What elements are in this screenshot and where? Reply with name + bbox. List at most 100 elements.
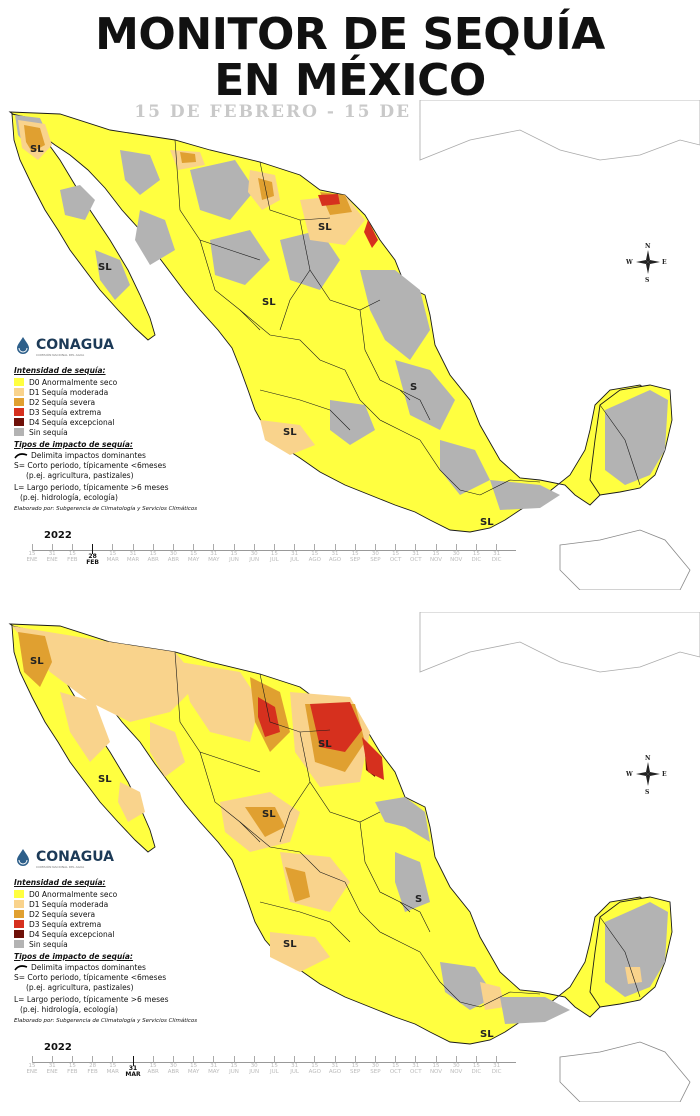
water-drop-icon (17, 849, 29, 866)
drought-patch-sin (60, 185, 95, 220)
timeline-month: MAY (208, 1069, 220, 1075)
timeline-day: 15 (68, 551, 76, 557)
compass-icon: N S E W (625, 243, 667, 284)
legend-item-d0: D0 Anormalmente seco (14, 889, 197, 899)
drought-patch-d1 (625, 967, 642, 984)
timeline-year: 2022 (44, 530, 72, 541)
timeline-tick: 15 ENE (22, 1056, 42, 1075)
timeline-day: 15 (109, 1063, 117, 1069)
timeline-tick-mark (354, 1056, 356, 1063)
drought-patches (12, 626, 668, 1024)
timeline-tick: 15 NOV (426, 544, 446, 563)
legend-swatch (14, 920, 24, 928)
timeline-day: 15 (432, 551, 440, 557)
mexico-land (8, 623, 661, 1045)
timeline-tick: 15 ENE (22, 544, 42, 563)
state-borders (174, 651, 641, 1008)
legend-label: D0 Anormalmente seco (29, 377, 118, 387)
timeline-tick: 31 JUL (285, 544, 305, 563)
timeline-day: 15 (432, 1063, 440, 1069)
long-term-example: (p.ej. hidrología, ecología) (20, 493, 118, 502)
credit-text: Elaborado por: Subgerencia de Climatolog… (14, 1018, 198, 1024)
legend-impact-line: Delimita impactos dominantes (14, 451, 197, 461)
timeline-tick: 15 ABR (143, 1056, 163, 1075)
drought-patches (15, 115, 668, 510)
timeline-tick: 15 MAR (103, 1056, 123, 1075)
svg-text:W: W (625, 771, 633, 778)
timeline-tick-mark (415, 544, 417, 551)
timeline-month: FEB (86, 559, 99, 566)
drought-patch-sin (210, 230, 270, 285)
timeline-day: 31 (291, 1063, 299, 1069)
timeline-month: MAR (106, 1069, 119, 1075)
timeline-tick: 31 ENE (42, 1056, 62, 1075)
timeline-month: AGO (328, 557, 342, 563)
timeline-day: 15 (392, 551, 400, 557)
timeline-tick: 30 JUN (244, 1056, 264, 1075)
timeline-month: AGO (308, 1069, 321, 1075)
impact-label: S (415, 894, 422, 905)
timeline-tick: 15 JUL (264, 1056, 284, 1075)
legend-items: D0 Anormalmente seco D1 Sequía moderada D2… (14, 377, 197, 437)
timeline-month: DIC (471, 557, 482, 563)
drought-patch-d1 (260, 420, 315, 455)
timeline-month: JUN (229, 1069, 239, 1075)
legend-item-d1: D1 Sequía moderada (14, 387, 197, 397)
timeline-tick-mark (334, 1056, 336, 1063)
timeline-tick-mark (395, 544, 397, 551)
timeline-tick-mark (92, 1056, 94, 1063)
long-term-label: L= Largo periodo, típicamente >6 meses (14, 483, 169, 492)
legend-swatch (14, 418, 24, 426)
credit-text: Elaborado por: Subgerencia de Climatolog… (14, 506, 198, 512)
svg-text:S: S (645, 277, 649, 284)
timeline-tick-mark (354, 544, 356, 551)
timeline: 2022 15 ENE 31 ENE 15 FEB 28 FEB 15 MAR 31 MAR 15 ABR… (26, 1042, 530, 1082)
legend-label: D4 Sequía excepcional (29, 929, 115, 939)
svg-text:S: S (645, 789, 649, 796)
compass-icon: N S E W (625, 755, 667, 796)
timeline-tick-mark (455, 1056, 457, 1063)
drought-patch-sin (440, 440, 490, 495)
timeline-tick: 15 MAY (184, 1056, 204, 1075)
legend-item-d3: D3 Sequía extrema (14, 919, 197, 929)
timeline-tick-mark (51, 1056, 53, 1063)
drought-patch-sin (135, 210, 175, 265)
timeline-month: ENE (26, 1069, 38, 1075)
timeline-tick: 31 MAY (204, 1056, 224, 1075)
timeline-day: 31 (331, 1063, 339, 1069)
drought-patch-d3 (362, 737, 384, 780)
svg-text:N: N (645, 243, 651, 250)
legend: Intensidad de sequía: D0 Anormalmente se… (14, 878, 197, 1024)
timeline-tick: 28 FEB (83, 1056, 103, 1075)
drought-patch-d1 (12, 626, 200, 722)
short-term-example: (p.ej. agricultura, pastizales) (26, 471, 134, 480)
impact-label: SL (30, 656, 44, 667)
timeline-tick: 31 OCT (406, 544, 426, 563)
legend-label: D0 Anormalmente seco (29, 889, 118, 899)
timeline-day: 30 (371, 551, 379, 557)
legend-item-d4: D4 Sequía excepcional (14, 929, 197, 939)
timeline-day: 28 (89, 1063, 97, 1069)
timeline-tick: 15 FEB (62, 544, 82, 563)
drought-patch-d2 (285, 867, 310, 902)
svg-text:E: E (662, 259, 667, 266)
drought-patch-sin (395, 852, 430, 912)
timeline-tick: 31 OCT (406, 1056, 426, 1075)
drought-patch-sin (190, 160, 255, 220)
timeline-month: OCT (410, 557, 422, 563)
timeline-month: ABR (167, 1069, 180, 1075)
timeline-month: MAY (208, 557, 220, 563)
timeline-tick-mark (31, 1056, 33, 1063)
guatemala-outline (559, 529, 691, 590)
water-drop-icon (17, 337, 29, 354)
logo-brand: CONAGUA (36, 337, 114, 353)
timeline-month: JUN (249, 1069, 260, 1075)
timeline-tick-mark (172, 1056, 174, 1063)
timeline-month: FEB (67, 557, 78, 563)
drought-patch-d2 (18, 632, 52, 687)
timeline-tick: 15 DIC (466, 1056, 486, 1075)
legend-label: Sin sequía (29, 427, 68, 437)
legend-swatch (14, 930, 24, 938)
impact-label: SL (30, 144, 44, 155)
legend-label: D2 Sequía severa (29, 397, 96, 407)
